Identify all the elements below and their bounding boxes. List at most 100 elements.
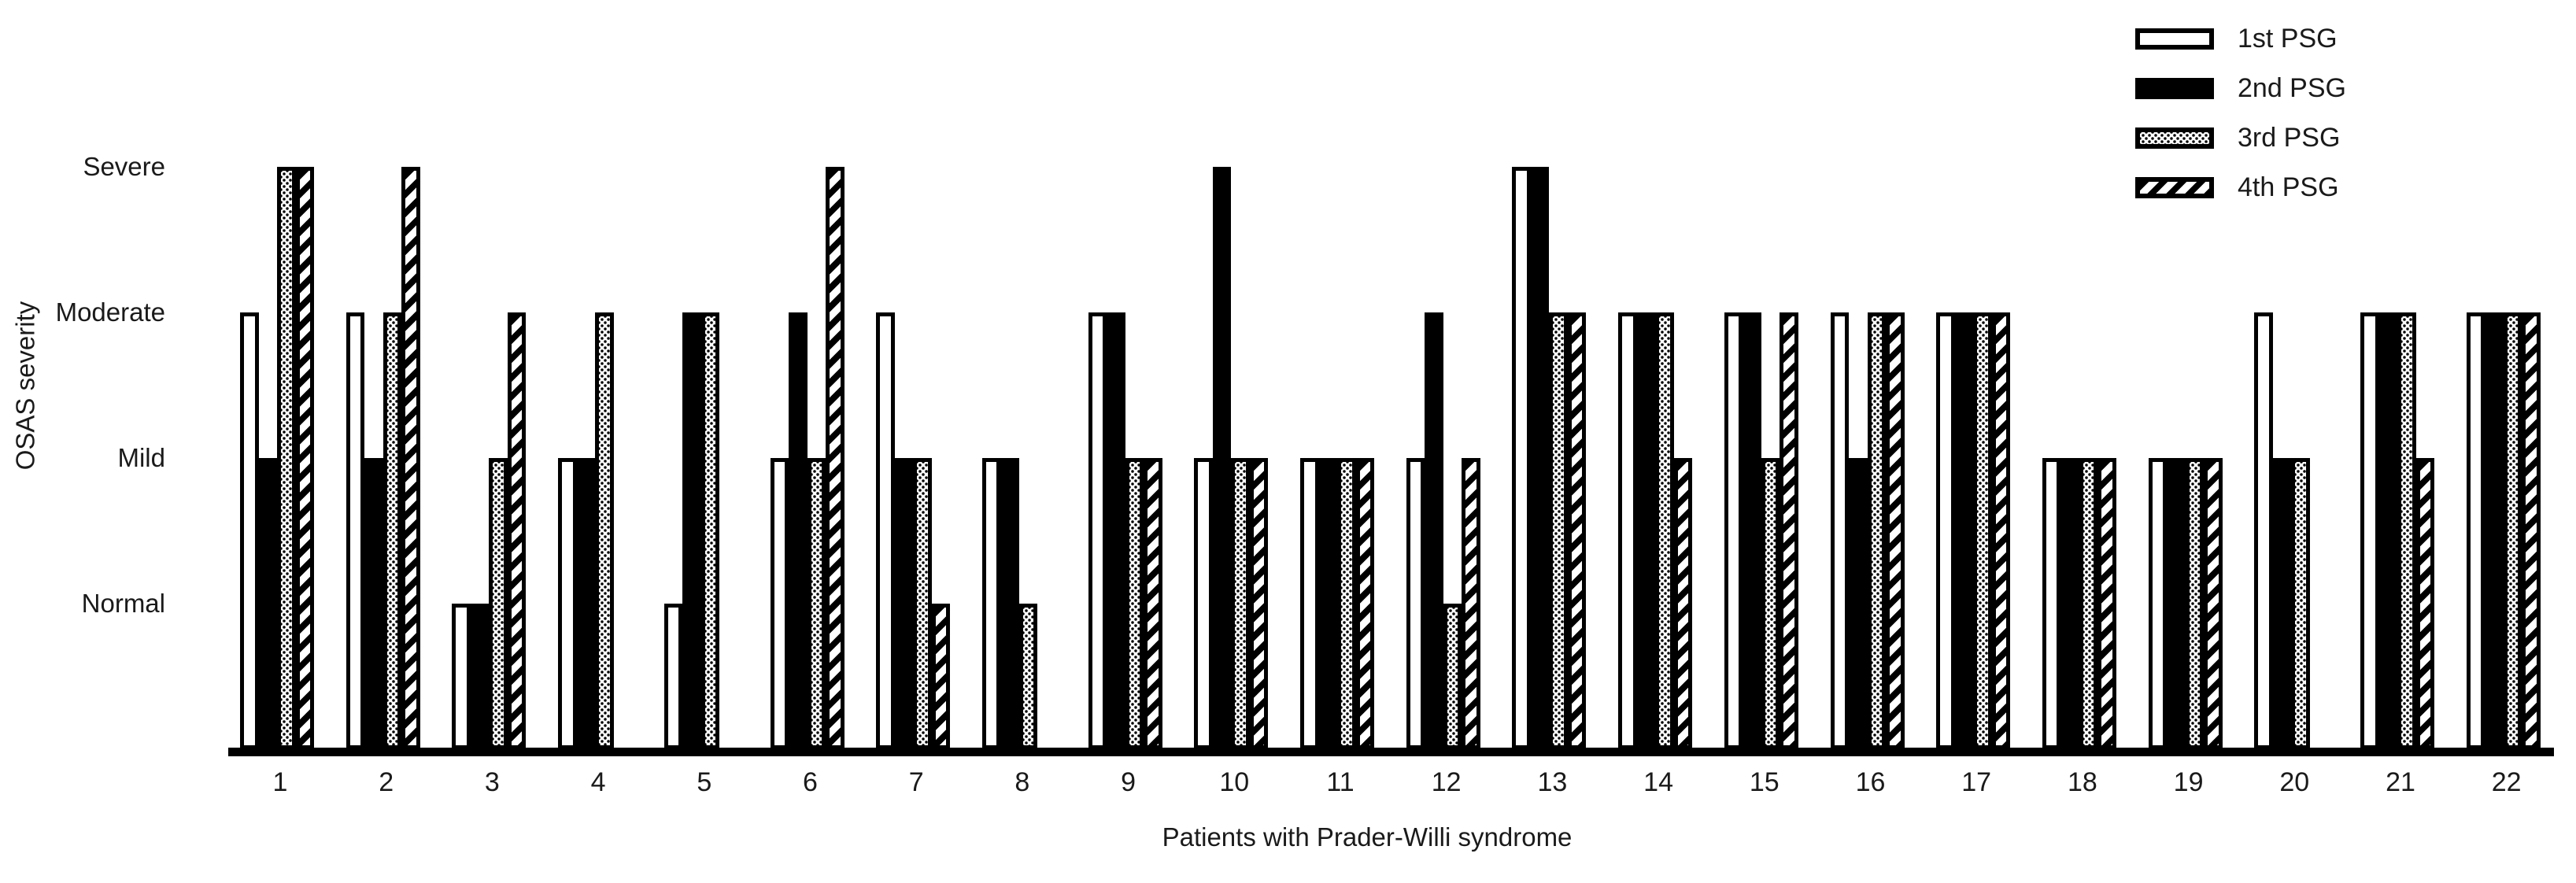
bar-patient18-3rd-psg xyxy=(2079,458,2098,749)
bar-patient6-2nd-psg xyxy=(789,312,808,749)
bar-patient21-4th-psg xyxy=(2415,458,2434,749)
x-tick-label-3: 3 xyxy=(484,767,500,797)
bar-patient18-2nd-psg xyxy=(2060,458,2079,749)
bar-patient17-1st-psg xyxy=(1936,312,1955,749)
bar-patient9-1st-psg xyxy=(1088,312,1107,749)
bar-patient22-3rd-psg xyxy=(2503,312,2522,749)
bar-patient6-3rd-psg xyxy=(807,458,826,749)
bar-patient22-4th-psg xyxy=(2522,312,2541,749)
bar-patient14-2nd-psg xyxy=(1636,312,1656,749)
bar-patient7-1st-psg xyxy=(876,312,895,749)
bar-patient10-1st-psg xyxy=(1194,458,1213,749)
legend-label: 4th PSG xyxy=(2238,172,2339,202)
bar-patient13-4th-psg xyxy=(1567,312,1587,749)
bar-patient15-4th-psg xyxy=(1780,312,1798,749)
bar-patient3-1st-psg xyxy=(452,604,471,749)
legend-label: 2nd PSG xyxy=(2238,73,2346,103)
x-axis-line xyxy=(228,748,2554,756)
bar-patient15-3rd-psg xyxy=(1761,458,1780,749)
bar-patient10-2nd-psg xyxy=(1212,167,1232,749)
legend-swatch-diagonal-hatch-icon xyxy=(2135,177,2214,198)
bar-patient21-2nd-psg xyxy=(2378,312,2397,749)
bar-patient21-3rd-psg xyxy=(2397,312,2416,749)
legend-item-2nd-psg: 2nd PSG xyxy=(2135,73,2346,104)
bar-patient20-2nd-psg xyxy=(2272,458,2292,749)
bar-patient12-1st-psg xyxy=(1406,458,1425,749)
x-tick-label-15: 15 xyxy=(1749,767,1780,797)
bar-patient12-3rd-psg xyxy=(1443,604,1462,749)
bar-patient22-1st-psg xyxy=(2466,312,2485,749)
bar-patient14-4th-psg xyxy=(1673,458,1693,749)
x-tick-label-8: 8 xyxy=(1015,767,1030,797)
bar-patient8-1st-psg xyxy=(981,458,1001,749)
bar-patient10-3rd-psg xyxy=(1231,458,1250,749)
legend-swatch-white-icon xyxy=(2135,28,2214,50)
legend-swatch-dotted-icon xyxy=(2135,127,2214,149)
y-tick-label-normal: Normal xyxy=(81,589,165,618)
x-tick-label-5: 5 xyxy=(697,767,712,797)
legend: 1st PSG 2nd PSG 3rd PSG 4th PSG xyxy=(2135,24,2346,222)
bar-patient15-1st-psg xyxy=(1724,312,1743,749)
y-axis-title: OSAS severity xyxy=(10,301,40,471)
legend-item-4th-psg: 4th PSG xyxy=(2135,172,2346,203)
x-tick-label-6: 6 xyxy=(803,767,818,797)
bar-patient3-4th-psg xyxy=(507,312,527,749)
bar-patient13-2nd-psg xyxy=(1530,167,1550,749)
bar-patient17-4th-psg xyxy=(1991,312,2011,749)
bar-patient7-4th-psg xyxy=(931,604,951,749)
bar-patient4-2nd-psg xyxy=(576,458,596,749)
bar-patient2-4th-psg xyxy=(401,167,420,749)
bar-patient3-3rd-psg xyxy=(489,458,508,749)
bar-patient19-3rd-psg xyxy=(2185,458,2205,749)
x-tick-label-12: 12 xyxy=(1431,767,1462,797)
bar-patient16-4th-psg xyxy=(1886,312,1905,749)
x-tick-label-9: 9 xyxy=(1121,767,1136,797)
bar-patient13-3rd-psg xyxy=(1549,312,1568,749)
bar-patient9-3rd-psg xyxy=(1125,458,1144,749)
legend-item-3rd-psg: 3rd PSG xyxy=(2135,123,2346,153)
bar-patient11-4th-psg xyxy=(1355,458,1374,749)
x-tick-label-11: 11 xyxy=(1326,767,1355,797)
bar-patient2-3rd-psg xyxy=(383,312,402,749)
bar-patient5-3rd-psg xyxy=(700,312,720,749)
bar-patient4-3rd-psg xyxy=(595,312,614,749)
y-tick-label-mild: Mild xyxy=(117,443,165,472)
x-tick-label-7: 7 xyxy=(908,767,924,797)
legend-label: 3rd PSG xyxy=(2238,123,2341,153)
bar-patient7-3rd-psg xyxy=(913,458,932,749)
x-tick-label-21: 21 xyxy=(2386,767,2415,797)
bar-patient7-2nd-psg xyxy=(894,458,914,749)
x-tick-label-1: 1 xyxy=(272,767,288,797)
bar-patient5-1st-psg xyxy=(663,604,683,749)
bar-patient1-2nd-psg xyxy=(258,458,277,749)
x-tick-label-4: 4 xyxy=(590,767,606,797)
bar-patient14-1st-psg xyxy=(1618,312,1637,749)
bar-patient18-4th-psg xyxy=(2097,458,2116,749)
bar-patient9-2nd-psg xyxy=(1107,312,1125,749)
x-tick-label-17: 17 xyxy=(1961,767,1992,797)
bar-patient17-3rd-psg xyxy=(1973,312,1992,749)
legend-label: 1st PSG xyxy=(2238,24,2338,54)
x-tick-label-13: 13 xyxy=(1537,767,1568,797)
bar-patient4-1st-psg xyxy=(558,458,577,749)
legend-swatch-solid-black-icon xyxy=(2135,78,2214,99)
bar-patient8-2nd-psg xyxy=(1000,458,1019,749)
bar-patient9-4th-psg xyxy=(1144,458,1162,749)
bar-patient19-2nd-psg xyxy=(2167,458,2186,749)
bar-patient1-3rd-psg xyxy=(277,167,296,749)
bar-patient1-1st-psg xyxy=(240,312,259,749)
x-tick-label-18: 18 xyxy=(2067,767,2097,797)
bar-patient11-3rd-psg xyxy=(1337,458,1356,749)
bar-patient20-3rd-psg xyxy=(2291,458,2310,749)
x-tick-label-20: 20 xyxy=(2279,767,2310,797)
bar-patient3-2nd-psg xyxy=(470,604,490,749)
bar-patient1-4th-psg xyxy=(295,167,314,749)
bar-patient2-2nd-psg xyxy=(364,458,383,749)
bar-patient12-2nd-psg xyxy=(1425,312,1443,749)
x-tick-label-2: 2 xyxy=(379,767,394,797)
bar-patient6-4th-psg xyxy=(826,167,844,749)
bar-patient20-1st-psg xyxy=(2254,312,2273,749)
bar-patient22-2nd-psg xyxy=(2485,312,2504,749)
x-tick-label-14: 14 xyxy=(1643,767,1674,797)
bar-patient16-1st-psg xyxy=(1830,312,1849,749)
